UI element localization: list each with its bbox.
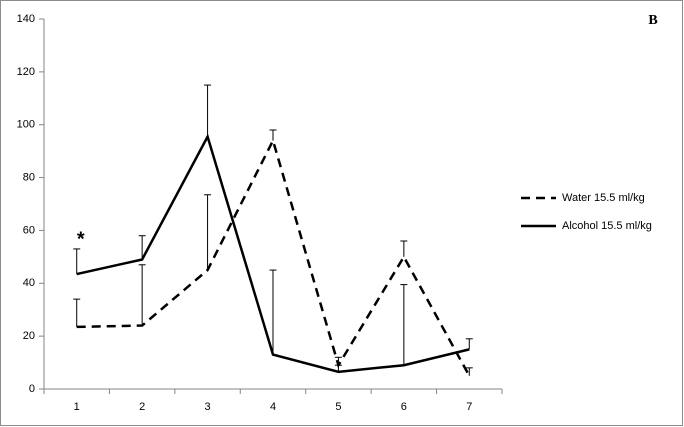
annotation: B [648, 13, 657, 28]
legend-label: Alcohol 15.5 ml/kg [562, 220, 652, 232]
y-tick-label: 80 [23, 171, 35, 183]
x-tick-label: 7 [466, 401, 472, 413]
x-tick-label: 3 [205, 401, 211, 413]
x-tick-label: 4 [270, 401, 276, 413]
x-tick-label: 5 [335, 401, 341, 413]
legend-label: Water 15.5 ml/kg [562, 192, 645, 204]
y-tick-label: 20 [23, 330, 35, 342]
y-tick-label: 0 [29, 383, 35, 395]
y-tick-label: 120 [17, 66, 35, 78]
annotation: * [77, 228, 85, 250]
y-tick-label: 40 [23, 277, 35, 289]
series-line [76, 133, 470, 374]
x-tick-label: 2 [139, 401, 145, 413]
y-tick-label: 60 [23, 224, 35, 236]
x-tick-label: 1 [74, 401, 80, 413]
y-tick-label: 100 [17, 119, 35, 131]
y-tick-label: 140 [17, 13, 35, 25]
series-line [76, 137, 471, 377]
x-tick-label: 6 [401, 401, 407, 413]
